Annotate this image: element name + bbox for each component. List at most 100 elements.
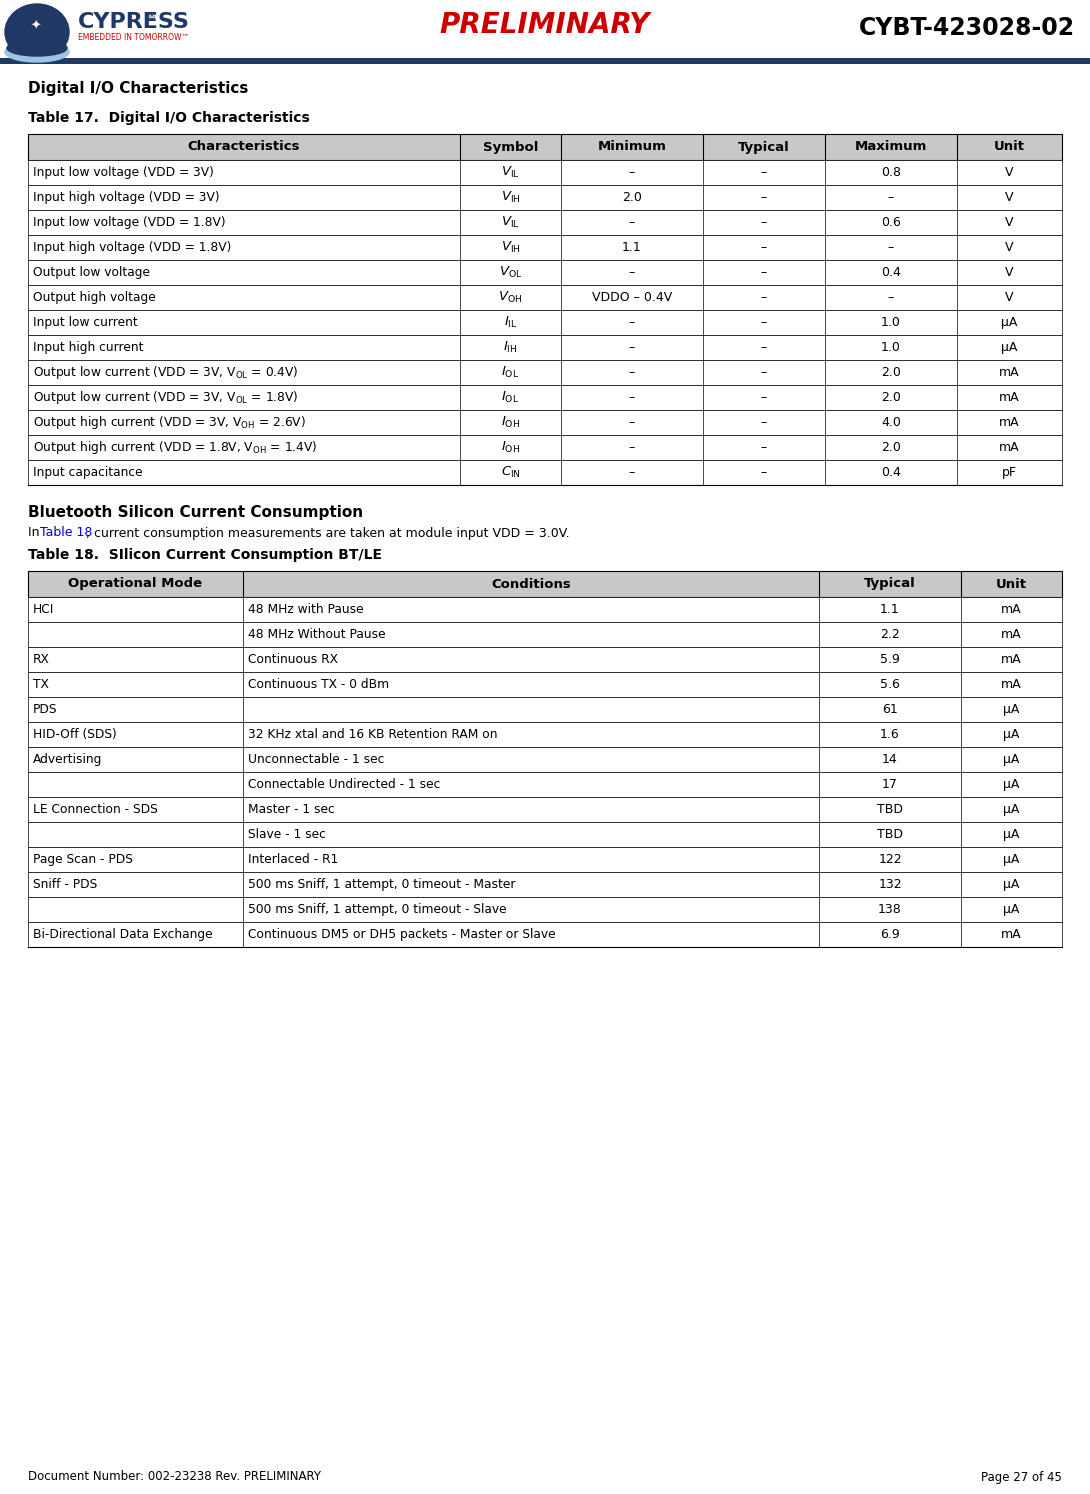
Text: $V_{\mathrm{IL}}$: $V_{\mathrm{IL}}$	[501, 164, 520, 181]
Bar	[28, 409, 1062, 435]
Text: –: –	[761, 415, 767, 429]
Text: Input low voltage (VDD = 1.8V): Input low voltage (VDD = 1.8V)	[33, 217, 226, 229]
Text: –: –	[629, 317, 635, 329]
Bar	[28, 160, 1062, 185]
Bar	[28, 922, 1062, 947]
Text: 2.0: 2.0	[881, 441, 901, 454]
Text: –: –	[629, 266, 635, 279]
Ellipse shape	[5, 4, 69, 60]
Text: CYPRESS: CYPRESS	[78, 12, 190, 31]
Text: Input capacitance: Input capacitance	[33, 466, 143, 480]
Text: μA: μA	[1002, 341, 1018, 354]
Text: –: –	[761, 366, 767, 379]
Text: mA: mA	[1000, 441, 1020, 454]
Text: –: –	[761, 391, 767, 403]
Text: 0.4: 0.4	[881, 466, 901, 480]
Text: –: –	[629, 341, 635, 354]
Text: $I_{\mathrm{OH}}$: $I_{\mathrm{OH}}$	[501, 415, 520, 430]
Text: $I_{\mathrm{IH}}$: $I_{\mathrm{IH}}$	[504, 341, 518, 356]
Text: –: –	[761, 166, 767, 179]
Text: μA: μA	[1002, 317, 1018, 329]
Text: –: –	[761, 291, 767, 303]
Text: –: –	[629, 166, 635, 179]
Text: μA: μA	[1003, 802, 1019, 816]
Ellipse shape	[7, 40, 66, 55]
Text: Interlaced - R1: Interlaced - R1	[249, 853, 338, 867]
Text: Input high voltage (VDD = 1.8V): Input high voltage (VDD = 1.8V)	[33, 241, 231, 254]
Text: 2.0: 2.0	[881, 366, 901, 379]
Text: mA: mA	[1002, 627, 1021, 641]
Text: V: V	[1005, 217, 1014, 229]
Text: 138: 138	[879, 902, 901, 916]
Text: 1.6: 1.6	[880, 728, 900, 741]
Text: Output low current (VDD = 3V, V$_{\mathrm{OL}}$ = 0.4V): Output low current (VDD = 3V, V$_{\mathr…	[33, 365, 299, 381]
Text: 1.1: 1.1	[880, 604, 900, 616]
Text: 132: 132	[879, 878, 901, 890]
Text: VDDO – 0.4V: VDDO – 0.4V	[592, 291, 673, 303]
Text: –: –	[629, 415, 635, 429]
Bar	[28, 647, 1062, 672]
Text: In: In	[28, 526, 44, 539]
Text: $I_{\mathrm{IL}}$: $I_{\mathrm{IL}}$	[504, 315, 518, 330]
Text: Connectable Undirected - 1 sec: Connectable Undirected - 1 sec	[249, 778, 440, 790]
Text: –: –	[888, 291, 894, 303]
Text: μA: μA	[1003, 902, 1019, 916]
Ellipse shape	[5, 42, 69, 61]
Text: Bi-Directional Data Exchange: Bi-Directional Data Exchange	[33, 928, 213, 941]
Text: Slave - 1 sec: Slave - 1 sec	[249, 828, 326, 841]
Text: 2.0: 2.0	[881, 391, 901, 403]
Text: –: –	[761, 266, 767, 279]
Text: pF: pF	[1002, 466, 1017, 480]
Text: 61: 61	[882, 704, 898, 716]
Bar	[28, 285, 1062, 309]
Text: –: –	[761, 466, 767, 480]
Text: EMBEDDED IN TOMORROW™: EMBEDDED IN TOMORROW™	[78, 33, 190, 42]
Text: –: –	[629, 441, 635, 454]
Text: Unit: Unit	[996, 578, 1027, 590]
Text: V: V	[1005, 191, 1014, 205]
Text: Input low voltage (VDD = 3V): Input low voltage (VDD = 3V)	[33, 166, 214, 179]
Text: Table 17.  Digital I/O Characteristics: Table 17. Digital I/O Characteristics	[28, 111, 310, 125]
Text: Table 18.  SIlicon Current Consumption BT/LE: Table 18. SIlicon Current Consumption BT…	[28, 548, 381, 562]
Text: Document Number: 002-23238 Rev. PRELIMINARY: Document Number: 002-23238 Rev. PRELIMIN…	[28, 1470, 320, 1484]
Bar	[28, 385, 1062, 409]
Text: –: –	[761, 241, 767, 254]
Text: mA: mA	[1000, 391, 1020, 403]
Text: TBD: TBD	[877, 802, 903, 816]
Bar	[28, 335, 1062, 360]
Text: –: –	[761, 441, 767, 454]
Bar	[28, 435, 1062, 460]
Text: 1.0: 1.0	[881, 341, 901, 354]
Text: $V_{\mathrm{IH}}$: $V_{\mathrm{IH}}$	[500, 190, 520, 205]
Text: mA: mA	[1002, 928, 1021, 941]
Text: PRELIMINARY: PRELIMINARY	[439, 10, 651, 39]
Text: Minimum: Minimum	[597, 140, 666, 154]
Text: –: –	[761, 317, 767, 329]
Text: V: V	[1005, 291, 1014, 303]
Text: –: –	[629, 366, 635, 379]
Bar	[28, 134, 1062, 160]
Bar	[28, 571, 1062, 598]
Text: Output low voltage: Output low voltage	[33, 266, 150, 279]
Text: Page 27 of 45: Page 27 of 45	[981, 1470, 1062, 1484]
Text: $I_{\mathrm{OL}}$: $I_{\mathrm{OL}}$	[501, 390, 520, 405]
Text: –: –	[629, 217, 635, 229]
Text: Typical: Typical	[738, 140, 790, 154]
Bar	[28, 772, 1062, 796]
Bar	[28, 211, 1062, 235]
Text: mA: mA	[1002, 604, 1021, 616]
Text: $V_{\mathrm{OL}}$: $V_{\mathrm{OL}}$	[499, 264, 522, 279]
Bar	[28, 796, 1062, 822]
Text: Sniff - PDS: Sniff - PDS	[33, 878, 97, 890]
Text: 2.0: 2.0	[622, 191, 642, 205]
Text: Unit: Unit	[994, 140, 1025, 154]
Text: $V_{\mathrm{IL}}$: $V_{\mathrm{IL}}$	[501, 215, 520, 230]
Text: Output low current (VDD = 3V, V$_{\mathrm{OL}}$ = 1.8V): Output low current (VDD = 3V, V$_{\mathr…	[33, 388, 299, 406]
Text: 122: 122	[879, 853, 901, 867]
Text: 1.0: 1.0	[881, 317, 901, 329]
Text: Continuous TX - 0 dBm: Continuous TX - 0 dBm	[249, 678, 389, 692]
Text: ✦: ✦	[31, 19, 41, 33]
Text: RX: RX	[33, 653, 50, 666]
Text: Output high current (VDD = 1.8V, V$_{\mathrm{OH}}$ = 1.4V): Output high current (VDD = 1.8V, V$_{\ma…	[33, 439, 317, 456]
Text: 14: 14	[882, 753, 898, 766]
